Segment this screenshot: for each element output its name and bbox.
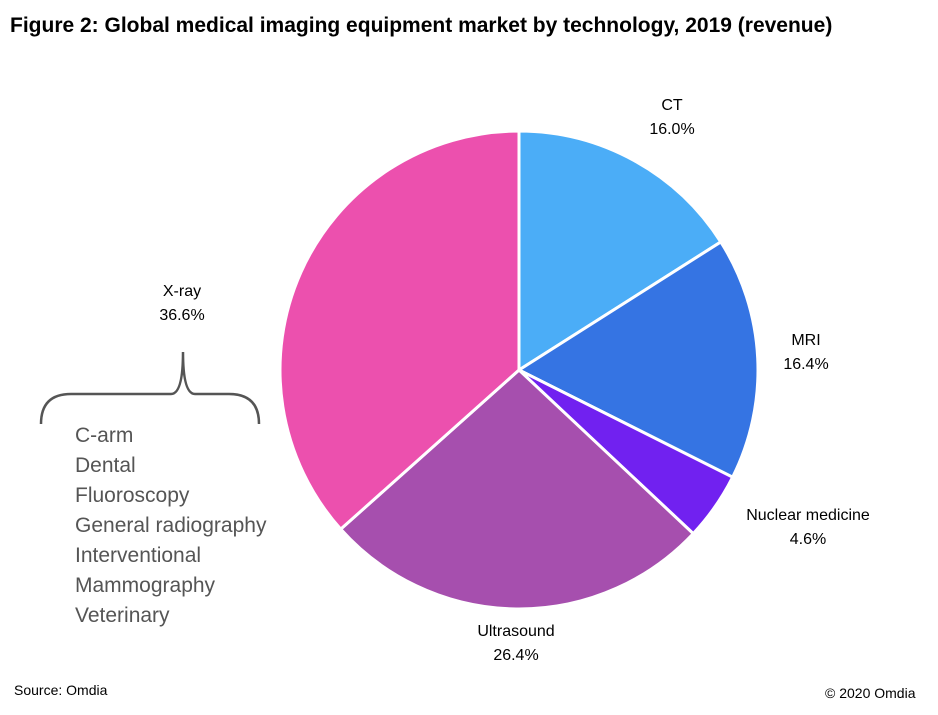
xray-subcategory-list: C-arm Dental Fluoroscopy General radiograph… (75, 421, 266, 631)
source-note: Source: Omdia (14, 682, 108, 698)
slice-label-name: CT (661, 97, 683, 114)
pie-slice-ultrasound (338, 367, 696, 611)
xray-subcategory-item: Interventional (75, 544, 202, 567)
slice-label-name: Nuclear medicine (746, 507, 870, 524)
slice-label-value: 4.6% (790, 531, 826, 548)
slice-labels: CT 16.0% MRI 16.4% Nuclear medicine 4.6% Ultra… (159, 97, 870, 664)
copyright-note: © 2020 Omdia (825, 685, 916, 701)
pie-slices (278, 129, 760, 611)
slice-label-value: 36.6% (159, 307, 204, 324)
pie-slice-ct (517, 129, 723, 373)
slice-label-name: MRI (791, 332, 820, 349)
xray-subcategory-item: C-arm (75, 424, 134, 447)
xray-brace (39, 351, 261, 425)
pie-slice-mri (515, 239, 760, 480)
xray-subcategory-item: Veterinary (75, 604, 170, 627)
chart-title: Figure 2: Global medical imaging equipme… (10, 14, 833, 37)
pie-slice-x-ray (278, 129, 521, 532)
slice-label-value: 16.0% (649, 121, 694, 138)
xray-subcategory-item: General radiography (75, 514, 267, 537)
xray-subcategory-item: Dental (75, 454, 136, 477)
xray-subcategory-item: Mammography (75, 574, 216, 597)
slice-label-name: X-ray (163, 283, 201, 300)
slice-label-name: Ultrasound (477, 623, 554, 640)
slice-label-value: 26.4% (493, 647, 538, 664)
slice-label-value: 16.4% (783, 356, 828, 373)
xray-subcategory-item: Fluoroscopy (75, 484, 190, 507)
